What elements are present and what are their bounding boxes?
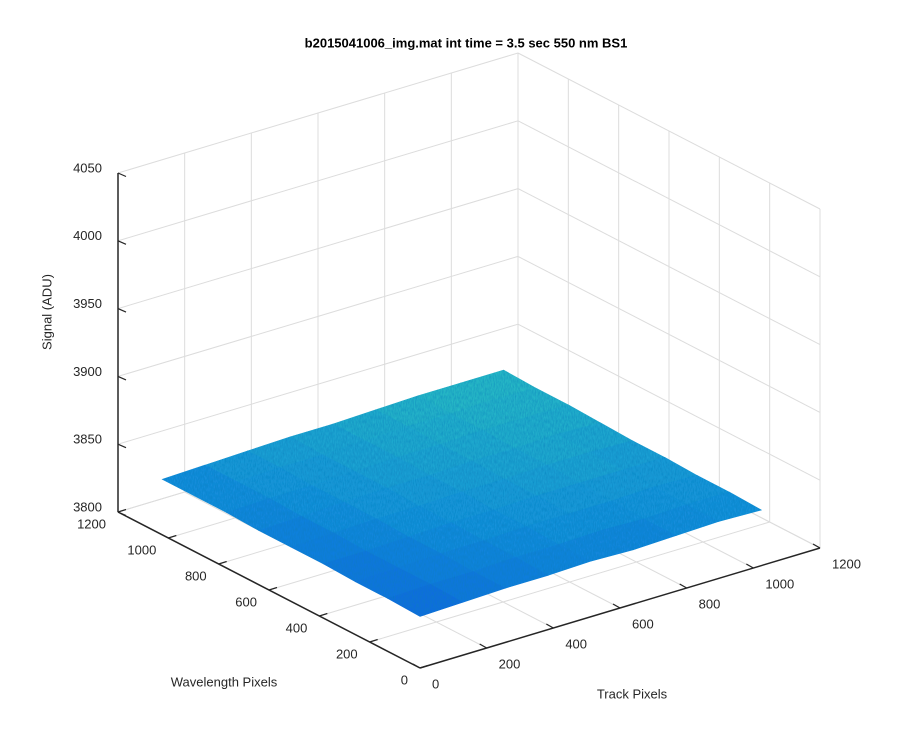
y-tick-label: 800: [185, 568, 207, 583]
surface-patch: [387, 583, 464, 617]
y-tick: [419, 664, 429, 669]
grid-line: [117, 188, 519, 310]
x-tick: [479, 643, 487, 649]
y-tick-label: 600: [235, 594, 257, 609]
z-tick: [117, 443, 127, 449]
grid-line: [117, 255, 519, 377]
z-tick: [117, 172, 127, 178]
z-tick-label: 3900: [73, 364, 102, 379]
grid-line: [117, 52, 519, 174]
x-axis-label: Track Pixels: [597, 686, 668, 701]
grid-line: [517, 120, 821, 278]
y-tick-label: 200: [336, 646, 358, 661]
x-tick-label: 1000: [765, 576, 794, 591]
z-tick-label: 3800: [73, 499, 102, 514]
z-tick: [117, 375, 127, 381]
x-tick-label: 400: [565, 636, 587, 651]
y-tick: [268, 586, 278, 591]
grid-line: [117, 323, 519, 445]
grid-line: [369, 521, 770, 643]
y-tick-label: 0: [401, 672, 408, 687]
y-tick: [168, 534, 177, 539]
surface: [161, 369, 763, 617]
x-tick: [679, 583, 687, 589]
x-tick-label: 800: [699, 596, 721, 611]
grid-line: [517, 255, 821, 413]
x-tick: [812, 543, 821, 549]
x-tick: [612, 603, 621, 609]
z-tick: [117, 308, 127, 313]
y-tick: [319, 612, 328, 617]
z-axis-label: Signal (ADU): [39, 274, 54, 350]
z-tick: [117, 240, 127, 245]
z-tick-label: 3850: [73, 432, 102, 447]
x-tick: [746, 563, 754, 569]
grid-line: [517, 323, 821, 481]
y-tick-label: 400: [286, 620, 308, 635]
grid-line: [117, 120, 519, 242]
x-tick-label: 600: [632, 616, 654, 631]
chart-title: b2015041006_img.mat int time = 3.5 sec 5…: [305, 35, 628, 50]
y-tick: [218, 560, 227, 565]
y-axis-label: Wavelength Pixels: [171, 674, 278, 689]
x-tick-label: 200: [499, 656, 521, 671]
z-tick-label: 4000: [73, 228, 102, 243]
y-tick: [369, 638, 378, 643]
z-tick-label: 3950: [73, 296, 102, 311]
grid-line: [517, 52, 821, 210]
x-tick: [412, 663, 421, 669]
x-tick: [546, 623, 554, 629]
y-tick-label: 1000: [127, 542, 156, 557]
y-tick-label: 1200: [77, 516, 106, 531]
y-tick: [117, 508, 127, 513]
grid-line: [517, 188, 821, 346]
axes: 0 200 400 600 800 1000 1200 0 200 400 600 800 1000 12…: [73, 160, 861, 691]
z-tick-label: 4050: [73, 160, 102, 175]
z-tick: [117, 511, 127, 517]
x-tick-label: 1200: [832, 556, 861, 571]
x-tick-label: 0: [432, 676, 439, 691]
